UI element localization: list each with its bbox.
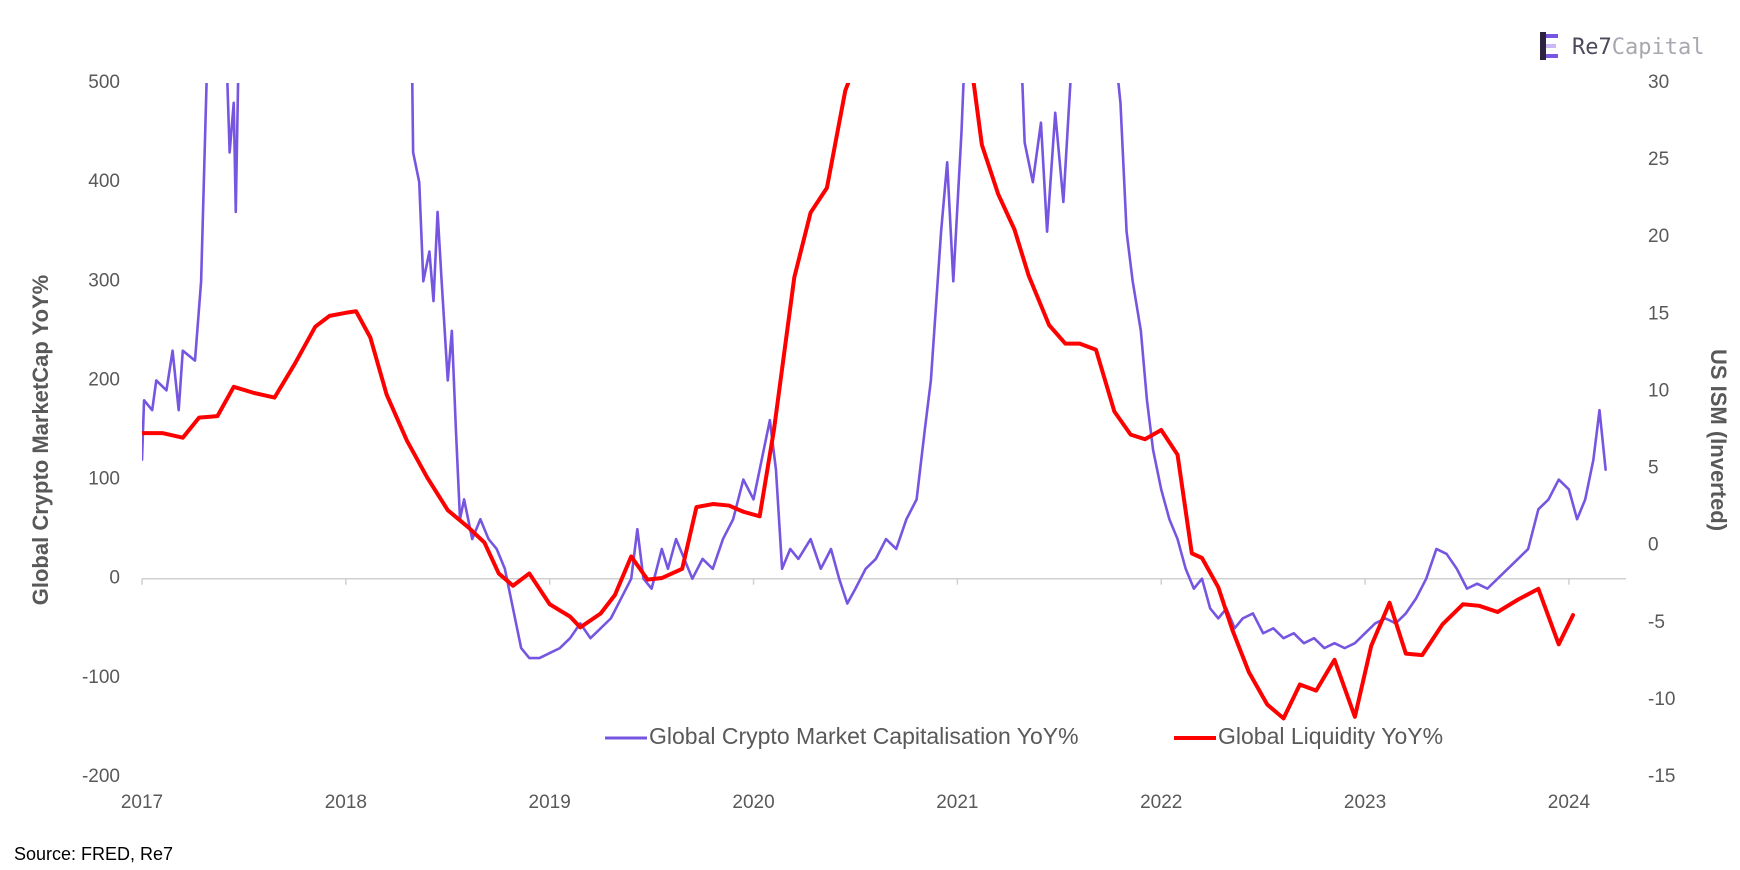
- x-tick-label: 2023: [1344, 792, 1386, 813]
- y2-tick-label: 0: [1648, 535, 1659, 556]
- series-line: [142, 83, 1607, 660]
- legend: Global Crypto Market Capitalisation YoY%…: [605, 723, 1443, 749]
- x-tick-label: 2018: [325, 792, 367, 813]
- x-tick-label: 2024: [1548, 792, 1591, 813]
- source-note: Source: FRED, Re7: [14, 844, 173, 864]
- y-tick-label: 400: [88, 171, 120, 192]
- legend-label: Global Crypto Market Capitalisation YoY%: [649, 723, 1079, 749]
- x-tick-label: 2019: [529, 792, 571, 813]
- y2-tick-label: 25: [1648, 149, 1669, 170]
- y2-tick-label: -15: [1648, 766, 1675, 787]
- y2-tick-label: 30: [1648, 72, 1669, 93]
- logo-icon: [1546, 44, 1556, 48]
- logo-icon: [1546, 54, 1558, 58]
- x-tick-label: 2017: [121, 792, 163, 813]
- x-tick-label: 2022: [1140, 792, 1182, 813]
- x-tick-label: 2021: [936, 792, 978, 813]
- logo-icon: [1540, 32, 1546, 60]
- y2-tick-label: 10: [1648, 380, 1669, 401]
- y-axis-title: Global Crypto MarketCap YoY%: [28, 275, 53, 605]
- y-tick-label: -200: [82, 766, 120, 787]
- y-tick-label: 100: [88, 469, 120, 490]
- logo: Re7Capital: [1540, 32, 1704, 60]
- logo-icon: [1546, 34, 1558, 38]
- y-tick-label: -100: [82, 667, 120, 688]
- x-tick-label: 2020: [732, 792, 774, 813]
- plot-area: [142, 83, 1607, 721]
- y2-tick-label: 20: [1648, 226, 1669, 247]
- y-tick-label: 500: [88, 72, 120, 93]
- y-tick-label: 0: [109, 568, 120, 589]
- legend-label: Global Liquidity YoY%: [1218, 723, 1443, 749]
- y2-tick-label: 15: [1648, 303, 1669, 324]
- logo-light: Capital: [1612, 35, 1705, 60]
- y2-tick-label: -5: [1648, 612, 1665, 633]
- y-tick-label: 300: [88, 270, 120, 291]
- logo-text: Re7Capital: [1572, 35, 1704, 60]
- y2-tick-label: 5: [1648, 458, 1659, 479]
- y2-tick-label: -10: [1648, 689, 1675, 710]
- logo-bold: Re7: [1572, 35, 1612, 60]
- series-line: [142, 83, 1575, 721]
- y-tick-label: 200: [88, 369, 120, 390]
- y2-axis-title: US ISM (Inverted): [1706, 349, 1731, 531]
